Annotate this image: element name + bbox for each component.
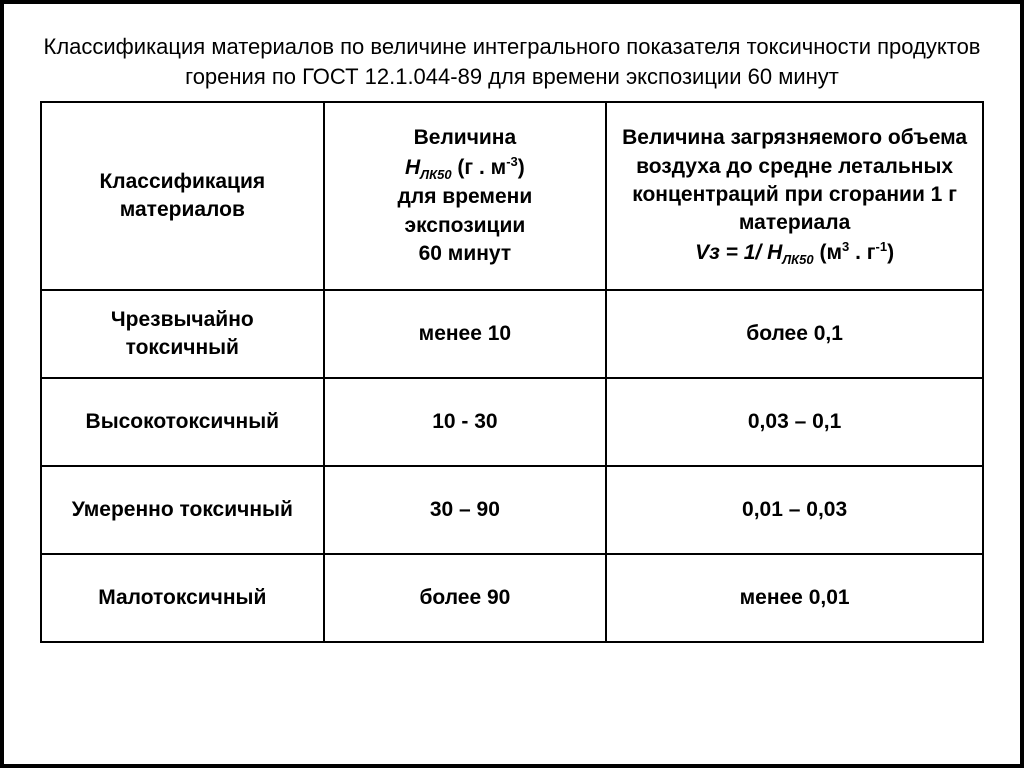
header-text: Классификация [52, 168, 313, 196]
cell-text: токсичный [52, 334, 313, 362]
header-formula: Vз = 1/ HЛК50 (м3 . г-1) [617, 238, 972, 269]
cell-classification: Умеренно токсичный [41, 466, 324, 554]
table-row: Малотоксичный более 90 менее 0,01 [41, 554, 983, 642]
header-text: 60 минут [335, 240, 596, 268]
table-title: Классификация материалов по величине инт… [40, 32, 984, 91]
unit-post: ) [887, 241, 894, 264]
cell-volume: 0,03 – 0,1 [606, 378, 983, 466]
cell-volume: менее 0,01 [606, 554, 983, 642]
cell-volume: 0,01 – 0,03 [606, 466, 983, 554]
col-header-magnitude: Величина HЛК50 (г . м-3) для времени экс… [324, 102, 607, 290]
cell-classification: Чрезвычайно токсичный [41, 290, 324, 378]
cell-magnitude: менее 10 [324, 290, 607, 378]
page-frame: Классификация материалов по величине инт… [0, 0, 1024, 768]
superscript: -3 [506, 154, 518, 169]
header-text: для времени экспозиции [335, 183, 596, 240]
unit-pre: (г . м [452, 156, 507, 179]
col-header-volume: Величина загрязняемого объема воздуха до… [606, 102, 983, 290]
subscript: ЛК50 [420, 167, 451, 182]
table-header-row: Классификация материалов Величина HЛК50 … [41, 102, 983, 290]
cell-magnitude: 30 – 90 [324, 466, 607, 554]
cell-text: Чрезвычайно [52, 306, 313, 334]
table-row: Умеренно токсичный 30 – 90 0,01 – 0,03 [41, 466, 983, 554]
formula-pre: Vз = 1/ H [695, 241, 782, 264]
unit-mid: . г [849, 241, 875, 264]
cell-magnitude: 10 - 30 [324, 378, 607, 466]
unit-post: ) [518, 156, 525, 179]
symbol-h: H [405, 156, 420, 179]
unit-pre: (м [814, 241, 842, 264]
superscript: -1 [876, 239, 888, 254]
cell-volume: более 0,1 [606, 290, 983, 378]
col-header-classification: Классификация материалов [41, 102, 324, 290]
table-row: Высокотоксичный 10 - 30 0,03 – 0,1 [41, 378, 983, 466]
cell-classification: Малотоксичный [41, 554, 324, 642]
table-row: Чрезвычайно токсичный менее 10 более 0,1 [41, 290, 983, 378]
header-text: материалов [52, 196, 313, 224]
header-text: Величина загрязняемого объема воздуха до… [617, 124, 972, 237]
classification-table: Классификация материалов Величина HЛК50 … [40, 101, 984, 643]
subscript: ЛК50 [782, 252, 813, 267]
cell-classification: Высокотоксичный [41, 378, 324, 466]
cell-magnitude: более 90 [324, 554, 607, 642]
header-text: Величина [335, 124, 596, 152]
header-formula: HЛК50 (г . м-3) [335, 153, 596, 184]
